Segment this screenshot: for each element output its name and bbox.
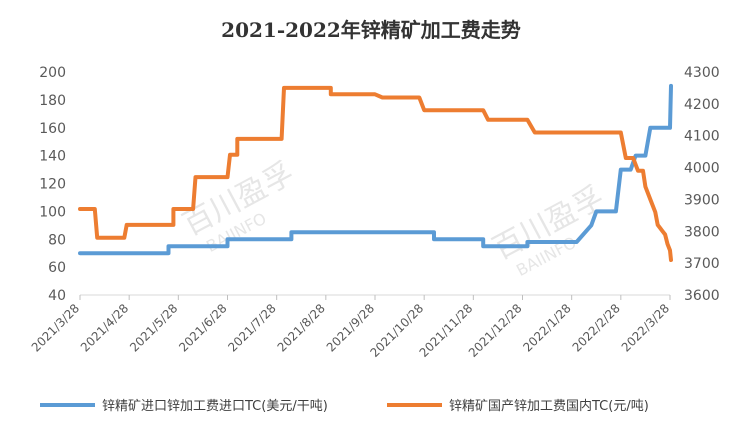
x-tick-label-12: 2022/3/28 <box>619 301 672 354</box>
left-tick-label-4: 120 <box>39 177 66 193</box>
legend: 锌精矿进口锌加工费进口TC(美元/干吨) 锌精矿国产锌加工费国内TC(元/吨) <box>40 398 649 414</box>
x-tick-label-4: 2021/7/28 <box>225 301 278 354</box>
right-tick-label-1: 3700 <box>684 256 720 272</box>
right-tick-label-0: 3600 <box>684 288 720 304</box>
right-tick-label-4: 4000 <box>684 161 720 177</box>
chart-title: 2021-2022年锌精矿加工费走势 <box>221 18 521 42</box>
right-tick-label-2: 3800 <box>684 224 720 240</box>
x-tick-label-0: 2021/3/28 <box>29 301 82 354</box>
left-tick-label-3: 100 <box>39 204 66 220</box>
x-tick-label-9: 2021/12/28 <box>466 301 525 360</box>
x-tick-label-5: 2021/8/28 <box>275 301 328 354</box>
right-tick-label-5: 4100 <box>684 129 720 145</box>
x-tick-label-10: 2022/1/28 <box>520 301 573 354</box>
series-group <box>78 83 673 262</box>
series-line-domestic-tc <box>78 85 673 262</box>
right-tick-label-7: 4300 <box>684 65 720 81</box>
right-y-axis: 3600 3700 3800 3900 4000 4100 4200 4300 <box>684 65 720 304</box>
series-line-import-tc <box>78 83 673 256</box>
left-tick-label-6: 160 <box>39 121 66 137</box>
right-tick-label-3: 3900 <box>684 192 720 208</box>
left-y-axis: 40 60 80 100 120 140 160 180 200 <box>39 65 66 304</box>
x-axis: 2021/3/282021/4/282021/5/282021/6/282021… <box>29 295 672 360</box>
x-tick-label-6: 2021/9/28 <box>324 301 377 354</box>
watermark-group: 百川盈孚 BAIINFO 百川盈孚 BAIINFO <box>177 156 609 280</box>
legend-label-import: 锌精矿进口锌加工费进口TC(美元/干吨) <box>102 399 328 414</box>
left-tick-label-1: 60 <box>48 260 66 276</box>
legend-label-domestic: 锌精矿国产锌加工费国内TC(元/吨) <box>449 398 649 414</box>
x-tick-label-2: 2021/5/28 <box>127 301 180 354</box>
left-tick-label-7: 180 <box>39 93 66 109</box>
x-tick-label-11: 2022/2/28 <box>570 301 623 354</box>
x-tick-label-1: 2021/4/28 <box>78 301 131 354</box>
x-tick-label-3: 2021/6/28 <box>176 301 229 354</box>
right-tick-label-6: 4200 <box>684 97 720 113</box>
left-tick-label-0: 40 <box>48 288 66 304</box>
left-tick-label-5: 140 <box>39 149 66 165</box>
left-tick-label-8: 200 <box>39 65 66 81</box>
left-tick-label-2: 80 <box>48 232 66 248</box>
